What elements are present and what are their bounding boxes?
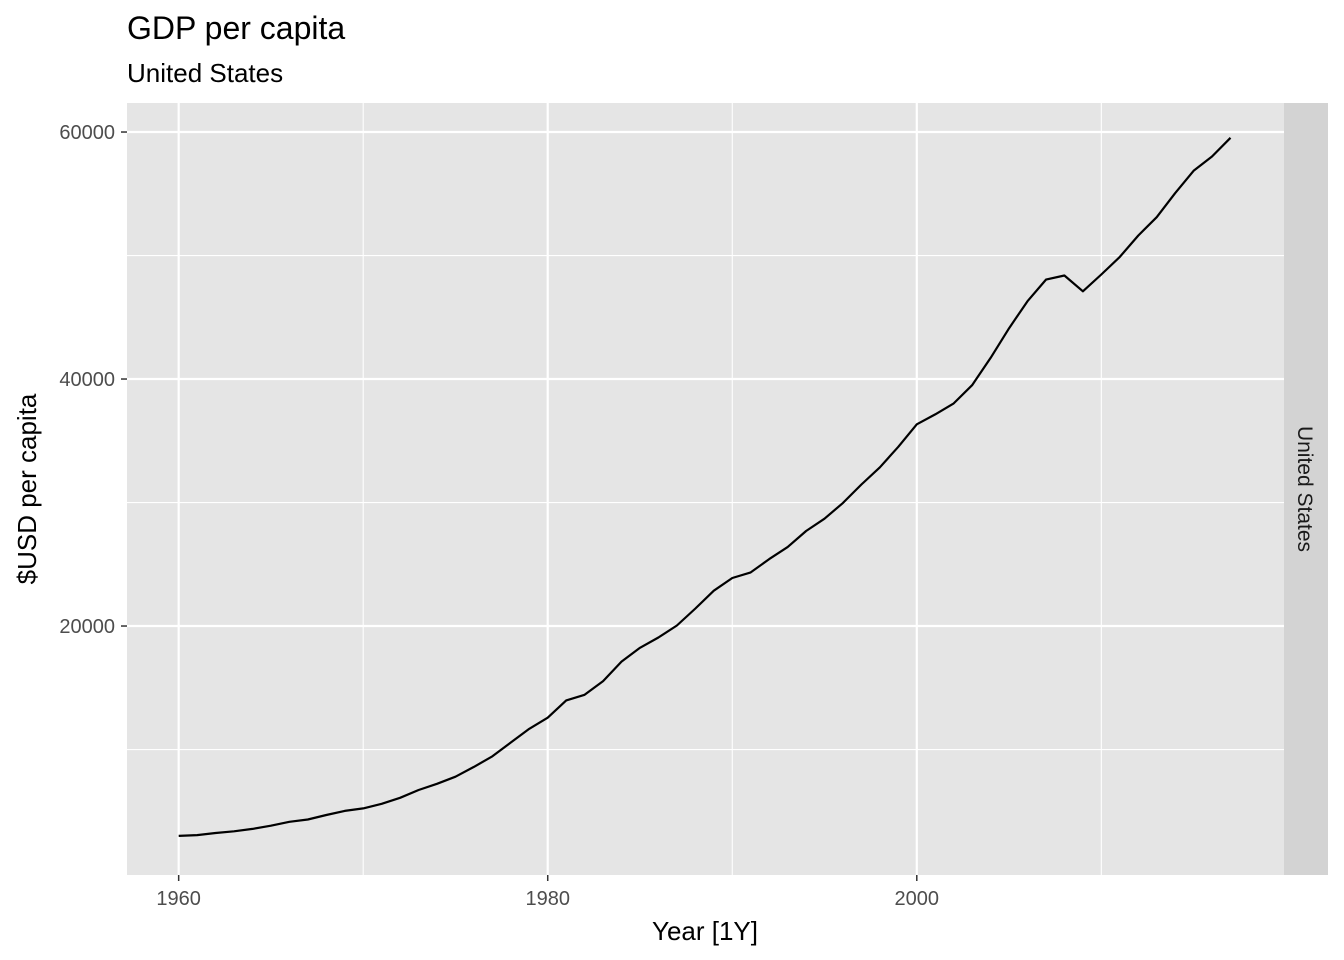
x-tick-label: 2000 bbox=[895, 888, 940, 910]
y-tick-label: 60000 bbox=[59, 122, 115, 144]
plot-panel bbox=[127, 103, 1284, 875]
major-gridlines bbox=[127, 103, 1284, 875]
y-axis-title: $USD per capita bbox=[12, 393, 42, 584]
y-tick-label: 40000 bbox=[59, 369, 115, 391]
y-tick-label: 20000 bbox=[59, 616, 115, 638]
chart-title: GDP per capita bbox=[127, 10, 345, 46]
facet-strip bbox=[1284, 103, 1328, 875]
x-tick-label: 1980 bbox=[525, 888, 570, 910]
x-axis-title: Year [1Y] bbox=[652, 916, 758, 946]
facet-strip-label: United States bbox=[1293, 426, 1316, 552]
gdp-series-line bbox=[178, 137, 1232, 837]
y-axis: 20000 40000 60000 bbox=[59, 122, 127, 638]
minor-gridlines bbox=[127, 103, 1284, 875]
x-tick-label: 1960 bbox=[156, 888, 201, 910]
x-axis: 1960 1980 2000 bbox=[156, 875, 939, 910]
chart-subtitle: United States bbox=[127, 58, 283, 88]
